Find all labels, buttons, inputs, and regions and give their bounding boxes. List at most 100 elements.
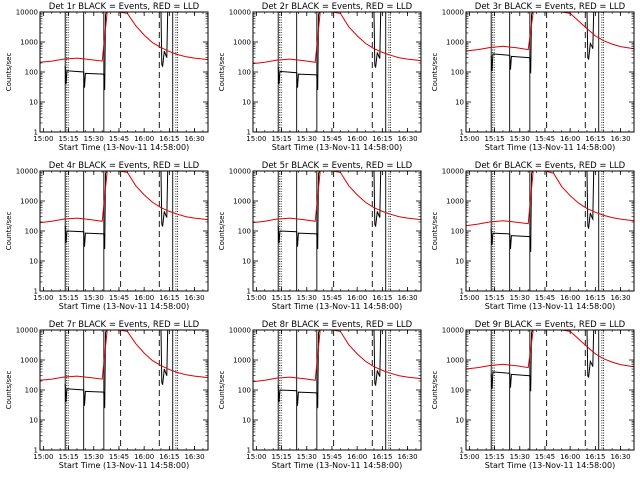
x-tick-label: 15:15 [484,135,504,143]
lld-series-line [40,330,208,381]
x-tick-label: 15:15 [484,294,504,302]
x-tick-label: 15:45 [535,294,555,302]
x-tick-label: 16:00 [347,135,367,143]
panel-det-5: Det 5r BLACK = Events, RED = LLD 15:00 15:… [218,161,422,311]
events-series-line [64,330,171,409]
y-tick-label: 10 [242,417,251,425]
panel-det-7: Det 7r BLACK = Events, RED = LLD 15:00 15:… [5,320,209,470]
x-tick-label: 16:00 [560,453,580,461]
x-tick-label: 15:45 [109,453,129,461]
y-tick-label: 10 [242,99,251,107]
x-tick-label: 16:00 [347,294,367,302]
panel-det-8: Det 8r BLACK = Events, RED = LLD 15:00 15:… [218,320,422,470]
x-tick-label: 15:45 [109,294,129,302]
y-axis-label: Counts/sec [5,212,13,251]
y-tick-label: 100 [25,228,38,236]
lld-series-line [253,171,421,224]
plot-area [466,330,634,450]
y-tick-label: 10 [242,258,251,266]
x-tick-label: 15:15 [484,453,504,461]
x-tick-label: 15:15 [271,294,291,302]
y-tick-label: 10000 [229,327,251,335]
y-tick-label: 10000 [229,168,251,176]
x-tick-label: 15:00 [459,294,479,302]
x-tick-label: 16:15 [585,135,605,143]
x-tick-label: 15:30 [84,294,104,302]
x-tick-label: 16:30 [397,453,417,461]
x-tick-label: 15:00 [459,135,479,143]
x-tick-label: 16:15 [372,135,392,143]
x-tick-label: 16:15 [159,135,179,143]
lld-series-line [253,330,421,383]
x-tick-label: 16:30 [397,294,417,302]
y-tick-label: 1 [460,129,464,137]
x-tick-label: 15:00 [33,453,53,461]
y-tick-label: 10000 [16,168,38,176]
x-tick-label: 16:00 [560,135,580,143]
panel-title: Det 9r BLACK = Events, RED = LLD [475,320,626,330]
events-series-line [277,12,384,91]
y-tick-label: 10000 [442,9,464,17]
x-tick-label: 15:30 [84,135,104,143]
x-tick-label: 15:30 [297,453,317,461]
y-axis-label: Counts/sec [431,371,439,410]
x-tick-label: 15:00 [246,453,266,461]
panel-title: Det 3r BLACK = Events, RED = LLD [475,2,626,12]
x-tick-label: 15:45 [535,453,555,461]
x-tick-label: 16:15 [585,294,605,302]
events-series-line [277,171,384,250]
panel-title: Det 5r BLACK = Events, RED = LLD [262,161,413,171]
events-series-line [64,171,171,250]
x-tick-label: 15:30 [510,453,530,461]
y-tick-label: 10000 [16,9,38,17]
y-tick-label: 1000 [20,357,38,365]
x-tick-label: 15:00 [459,453,479,461]
y-tick-label: 10 [29,258,38,266]
x-tick-label: 15:00 [33,294,53,302]
x-tick-label: 15:00 [33,135,53,143]
lld-series-line [466,171,634,227]
x-tick-label: 15:00 [246,135,266,143]
plot-area [253,12,421,132]
x-tick-label: 15:00 [246,294,266,302]
y-tick-label: 1000 [20,198,38,206]
panel-det-6: Det 6r BLACK = Events, RED = LLD 15:00 15:… [431,161,635,311]
x-tick-label: 16:15 [372,453,392,461]
panel-det-9: Det 9r BLACK = Events, RED = LLD 15:00 15:… [431,320,635,470]
events-series-line [64,12,171,91]
x-tick-label: 15:30 [297,135,317,143]
lld-series-line [40,171,208,224]
y-tick-label: 1000 [446,357,464,365]
y-tick-label: 100 [451,228,464,236]
y-tick-label: 10 [29,99,38,107]
x-axis-label: Start Time (13-Nov-11 14:58:00) [59,302,189,311]
x-tick-label: 15:45 [109,135,129,143]
y-tick-label: 10000 [16,327,38,335]
x-axis-label: Start Time (13-Nov-11 14:58:00) [272,302,402,311]
y-tick-label: 100 [451,387,464,395]
x-tick-label: 15:30 [84,453,104,461]
plot-area [253,171,421,291]
y-tick-label: 1 [460,447,464,455]
events-series-line [490,171,597,253]
y-axis-label: Counts/sec [5,371,13,410]
x-tick-label: 15:30 [510,135,530,143]
x-axis-label: Start Time (13-Nov-11 14:58:00) [272,461,402,470]
panel-title: Det 1r BLACK = Events, RED = LLD [49,2,200,12]
panel-det-1: Det 1r BLACK = Events, RED = LLD 15:00 15:… [5,2,209,152]
y-tick-label: 100 [25,69,38,77]
y-tick-label: 100 [25,387,38,395]
x-tick-label: 15:15 [58,453,78,461]
x-tick-label: 16:30 [397,135,417,143]
panel-det-2: Det 2r BLACK = Events, RED = LLD 15:00 15:… [218,2,422,152]
plot-area [466,12,634,132]
x-tick-label: 15:15 [58,135,78,143]
y-axis-label: Counts/sec [218,53,226,92]
x-tick-label: 15:15 [271,135,291,143]
plot-area [466,171,634,291]
x-tick-label: 16:15 [372,294,392,302]
x-tick-label: 16:00 [347,453,367,461]
x-tick-label: 15:45 [322,135,342,143]
y-tick-label: 100 [238,228,251,236]
